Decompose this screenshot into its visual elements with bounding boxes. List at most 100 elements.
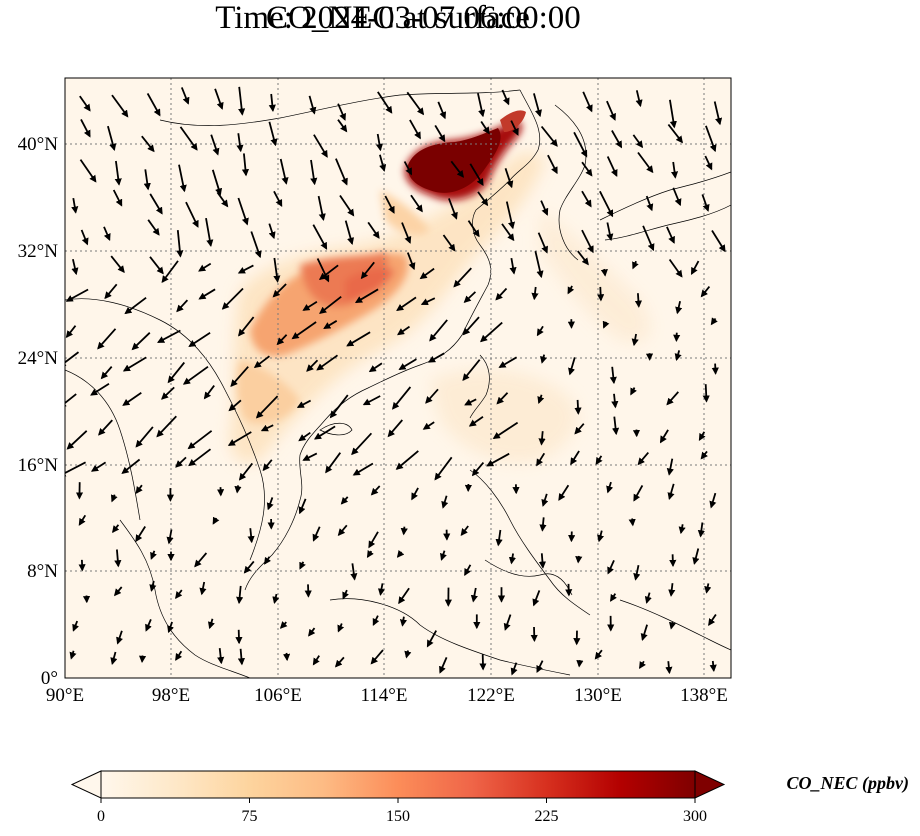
colorbar-tick-label: 225 — [535, 808, 559, 825]
wind-vector-arrow — [362, 395, 381, 406]
wind-vector-arrow — [149, 256, 164, 275]
wind-vector-arrow — [114, 549, 122, 568]
wind-vector-arrow — [631, 333, 639, 347]
wind-vector-arrow — [711, 230, 726, 253]
wind-vector-arrow — [161, 386, 175, 400]
wind-vector-arrow — [644, 592, 652, 604]
wind-vector-arrow — [80, 229, 89, 246]
wind-vector-arrow — [441, 495, 449, 509]
wind-vector-arrow — [367, 221, 380, 239]
wind-vector-arrow — [668, 583, 676, 597]
colorbar-min-extend — [70, 770, 102, 799]
wind-vector-arrow — [354, 288, 379, 304]
wind-vector-arrow — [145, 619, 152, 632]
lon-tick-labels: 90°E 98°E 106°E 114°E 122°E 130°E 138°E — [46, 685, 728, 706]
colorbar: 0 75 150 225 300 CO_NEC (ppbv) — [70, 770, 909, 825]
colorbar-tick-label: 0 — [97, 808, 105, 825]
wind-vector-arrow — [713, 101, 723, 126]
wind-vector-arrow — [396, 296, 417, 312]
wind-vector-arrow — [65, 288, 89, 302]
wind-vector-arrow — [666, 391, 679, 406]
wind-vector-arrow — [399, 616, 407, 627]
wind-vector-arrow — [448, 198, 458, 220]
wind-vector-arrow — [143, 169, 151, 191]
wind-vector-arrow — [157, 329, 181, 343]
lat-tick-label: 32°N — [18, 241, 59, 262]
lon-tick-label: 138°E — [680, 685, 728, 706]
wind-vector-arrow — [606, 481, 614, 494]
wind-vector-arrow — [199, 581, 207, 596]
wind-vector-arrow — [79, 95, 91, 112]
wind-vector-arrow — [98, 419, 113, 436]
wind-vector-arrow — [175, 456, 187, 468]
wind-vector-arrow — [470, 587, 478, 603]
lon-tick-label: 114°E — [361, 685, 408, 706]
wind-vector-arrow — [575, 555, 583, 564]
wind-vector-arrow — [480, 121, 490, 135]
lat-tick-label: 8°N — [27, 561, 58, 582]
wind-vector-arrow — [291, 321, 317, 340]
wind-vector-arrow — [426, 630, 437, 648]
wind-vector-arrow — [180, 87, 190, 105]
wind-vector-arrow — [80, 118, 91, 138]
wind-vector-arrow — [633, 484, 644, 502]
wind-vector-arrow — [547, 154, 558, 175]
wind-vector-arrow — [400, 526, 408, 536]
wind-vector-arrow — [185, 201, 199, 228]
wind-vectors — [65, 86, 726, 676]
wind-vector-arrow — [351, 432, 373, 456]
wind-vector-arrow — [387, 419, 403, 438]
wind-vector-arrow — [210, 134, 220, 156]
wind-vector-arrow — [531, 286, 539, 301]
wind-vector-arrow — [79, 159, 97, 183]
wind-vector-arrow — [150, 550, 157, 560]
wind-vector-arrow — [337, 119, 348, 133]
wind-vector-arrow — [273, 257, 281, 283]
wind-vector-arrow — [495, 529, 503, 547]
wind-vector-arrow — [161, 260, 179, 284]
wind-vector-arrow — [477, 191, 489, 207]
wind-vector-arrow — [597, 530, 605, 543]
wind-vector-arrow — [255, 395, 279, 419]
lon-tick-label: 106°E — [254, 685, 302, 706]
wind-vector-arrow — [176, 230, 184, 258]
wind-vector-arrow — [302, 300, 318, 311]
lat-tick-labels: 0° 8°N 16°N 24°N 32°N 40°N — [18, 134, 59, 689]
wind-vector-arrow — [175, 650, 183, 661]
wind-vector-arrow — [65, 325, 77, 339]
wind-vector-arrow — [335, 158, 348, 186]
wind-vector-arrow — [600, 268, 608, 277]
wind-vector-arrow — [419, 267, 435, 280]
wind-vector-arrow — [360, 261, 375, 280]
wind-vector-arrow — [342, 589, 349, 600]
wind-vector-arrow — [602, 320, 610, 329]
wind-vector-arrow — [606, 156, 618, 178]
wind-vector-arrow — [495, 287, 508, 301]
wind-vector-arrow — [313, 425, 336, 440]
wind-vector-arrow — [238, 86, 246, 116]
wind-vector-arrow — [205, 217, 214, 248]
wind-vector-arrow — [498, 356, 518, 368]
lon-tick-label: 122°E — [467, 685, 515, 706]
wind-vector-arrow — [701, 194, 710, 212]
wind-vector-arrow — [372, 615, 380, 626]
wind-vector-arrow — [268, 223, 276, 240]
wind-vector-arrow — [268, 121, 278, 147]
wind-vector-arrow — [211, 169, 223, 196]
wind-vector-arrow — [670, 161, 679, 179]
wind-vector-arrow — [672, 187, 682, 207]
wind-vector-arrow — [384, 195, 395, 214]
wind-vector-arrow — [187, 430, 213, 450]
wind-vector-arrow — [310, 159, 318, 186]
wind-vector-arrow — [325, 452, 342, 474]
wind-vector-arrow — [318, 264, 339, 280]
wind-vector-arrow — [188, 448, 212, 467]
wind-vector-arrow — [501, 89, 510, 106]
wind-vector-arrow — [666, 458, 674, 476]
wind-vector-arrow — [678, 524, 686, 535]
wind-vector-arrow — [599, 190, 614, 218]
wind-vector-arrow — [611, 393, 619, 409]
wind-vector-arrow — [217, 648, 225, 665]
wind-vector-arrow — [90, 383, 110, 396]
wind-vector-arrow — [666, 226, 675, 244]
